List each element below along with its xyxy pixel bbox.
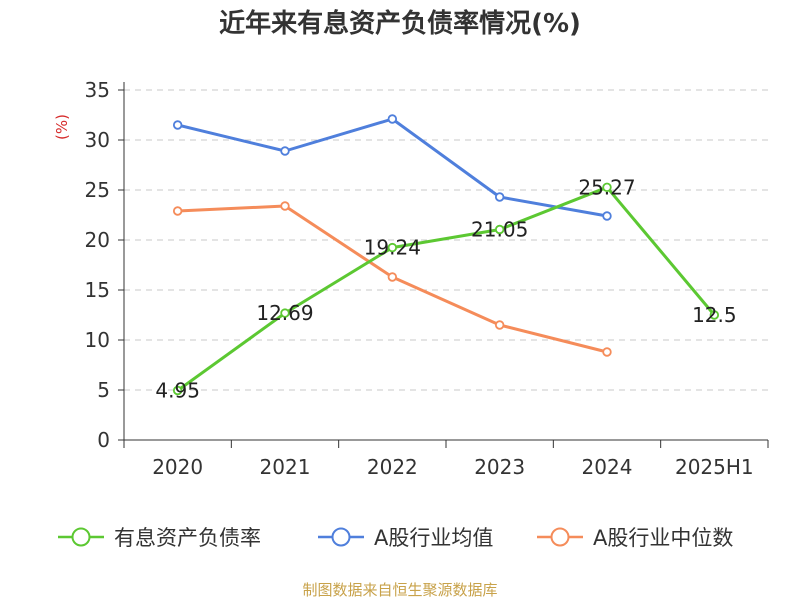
- data-label-0-2021: 12.69: [256, 301, 313, 325]
- y-tick-label-0: 0: [97, 428, 110, 452]
- data-point-2-2021: [280, 201, 290, 211]
- series-line-0: [176, 185, 716, 392]
- y-tick-label-15: 15: [85, 278, 110, 302]
- axes: 0 5 10 15 20 25 30 35 2020 2021 2022 2023 2024 2025H1: [85, 78, 769, 479]
- y-tick-label-10: 10: [85, 328, 110, 352]
- data-label-0-2020: 4.95: [155, 379, 200, 403]
- x-tick-label-2021: 2021: [260, 455, 311, 479]
- chart-title: 近年来有息资产负债率情况(%): [219, 8, 581, 39]
- data-point-2-2022: [387, 272, 398, 282]
- x-tick-label-2020: 2020: [152, 455, 203, 479]
- y-tick-label-25: 25: [85, 178, 110, 202]
- legend-label-1[interactable]: A股行业均值: [374, 526, 493, 550]
- y-tick-label-20: 20: [85, 228, 110, 252]
- data-point-1-2023: [494, 192, 505, 202]
- data-point-0-2023: [494, 224, 505, 235]
- x-tick-label-2022: 2022: [367, 455, 418, 479]
- source-note: 制图数据来自恒生聚源数据库: [302, 581, 497, 599]
- data-point-0-2020: [172, 385, 183, 396]
- data-label-0-2024: 25.27: [578, 175, 635, 199]
- data-point-0-2024: [602, 182, 612, 192]
- legend-label-0[interactable]: 有息资产负债率: [114, 526, 261, 550]
- data-point-1-2022: [387, 114, 398, 124]
- series-lines: [172, 114, 720, 396]
- data-point-0-2025H1: [709, 310, 720, 320]
- y-tick-label-5: 5: [97, 378, 110, 402]
- data-label-0-2023: 21.05: [471, 218, 528, 242]
- x-tick-label-2023: 2023: [474, 455, 525, 479]
- data-point-0-2022: [387, 242, 398, 253]
- x-tick-label-2025H1: 2025H1: [675, 455, 754, 479]
- data-point-2-2024: [602, 347, 612, 357]
- y-tick-label-35: 35: [85, 78, 110, 102]
- data-label-0-2025H1: 12.5: [692, 303, 737, 327]
- data-label-0-2022: 19.24: [364, 236, 421, 260]
- series-line-1: [176, 117, 609, 218]
- y-tick-label-30: 30: [85, 128, 110, 152]
- data-point-2-2020: [172, 206, 183, 216]
- data-point-1-2024: [602, 211, 612, 221]
- legend-marker-1[interactable]: [331, 527, 351, 547]
- legend-label-2[interactable]: A股行业中位数: [593, 526, 733, 550]
- legend-marker-2[interactable]: [550, 527, 570, 547]
- data-labels: 4.95 12.69 19.24 21.05 25.27 12.5: [155, 175, 736, 402]
- data-point-1-2021: [280, 146, 290, 156]
- data-point-0-2021: [280, 308, 290, 318]
- data-point-2-2023: [494, 320, 505, 330]
- data-point-1-2020: [172, 120, 183, 130]
- y-axis-unit-label: (%): [53, 114, 71, 140]
- legend[interactable]: 有息资产负债率 A股行业均值 A股行业中位数: [58, 526, 733, 550]
- x-tick-label-2024: 2024: [582, 455, 633, 479]
- legend-marker-0[interactable]: [71, 527, 91, 547]
